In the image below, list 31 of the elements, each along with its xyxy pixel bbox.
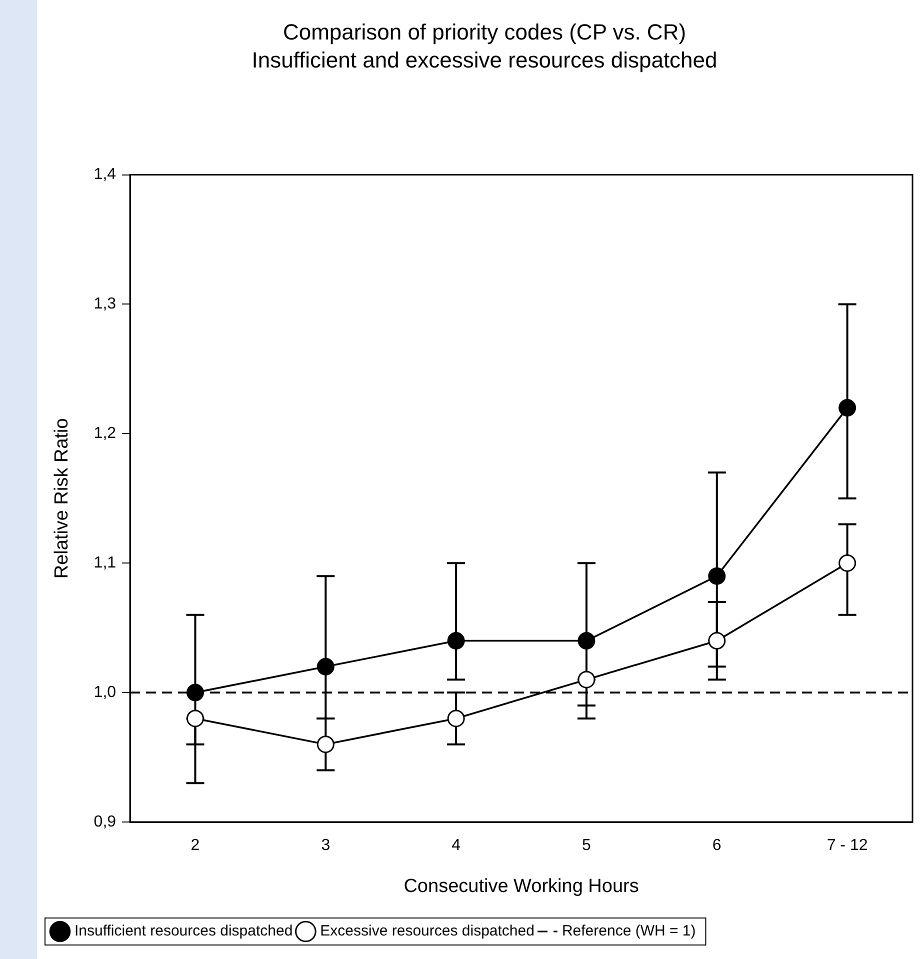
x-tick-label: 4 — [452, 837, 461, 854]
x-tick-label: 6 — [712, 837, 722, 854]
point — [316, 658, 334, 676]
x-axis-title: Consecutive Working Hours — [404, 876, 639, 897]
point — [447, 632, 465, 650]
y-tick-label: 1,4 — [94, 166, 116, 184]
x-tick-label: 2 — [190, 837, 200, 854]
y-axis-title: Relative Risk Ratio — [52, 418, 73, 579]
chart-subtitle: Insufficient and excessive resources dispatched — [252, 48, 718, 73]
point — [838, 554, 856, 572]
y-tick-label: 1,3 — [94, 296, 116, 313]
x-tick-label: 7 - 12 — [826, 837, 868, 854]
point — [186, 684, 204, 702]
legend-label: Reference (WH = 1) — [562, 922, 696, 940]
point — [447, 710, 465, 728]
y-tick-label: 0,9 — [94, 813, 116, 830]
x-tick-label: 5 — [582, 837, 592, 854]
y-tick-label: 1,2 — [94, 425, 116, 442]
legend-label: Insufficient resources dispatched — [74, 922, 293, 940]
legend-label: Excessive resources dispatched — [320, 922, 534, 940]
point — [838, 399, 856, 417]
chart-title: Comparison of priority codes (CP vs. CR) — [282, 19, 686, 44]
point — [578, 670, 596, 688]
point — [708, 632, 726, 650]
y-tick-label: 1,1 — [94, 554, 116, 572]
point — [708, 567, 726, 585]
y-tick-label: 1,0 — [94, 684, 116, 701]
point — [578, 632, 596, 650]
point — [186, 710, 204, 728]
x-tick-label: 3 — [321, 837, 330, 854]
point — [316, 736, 334, 754]
